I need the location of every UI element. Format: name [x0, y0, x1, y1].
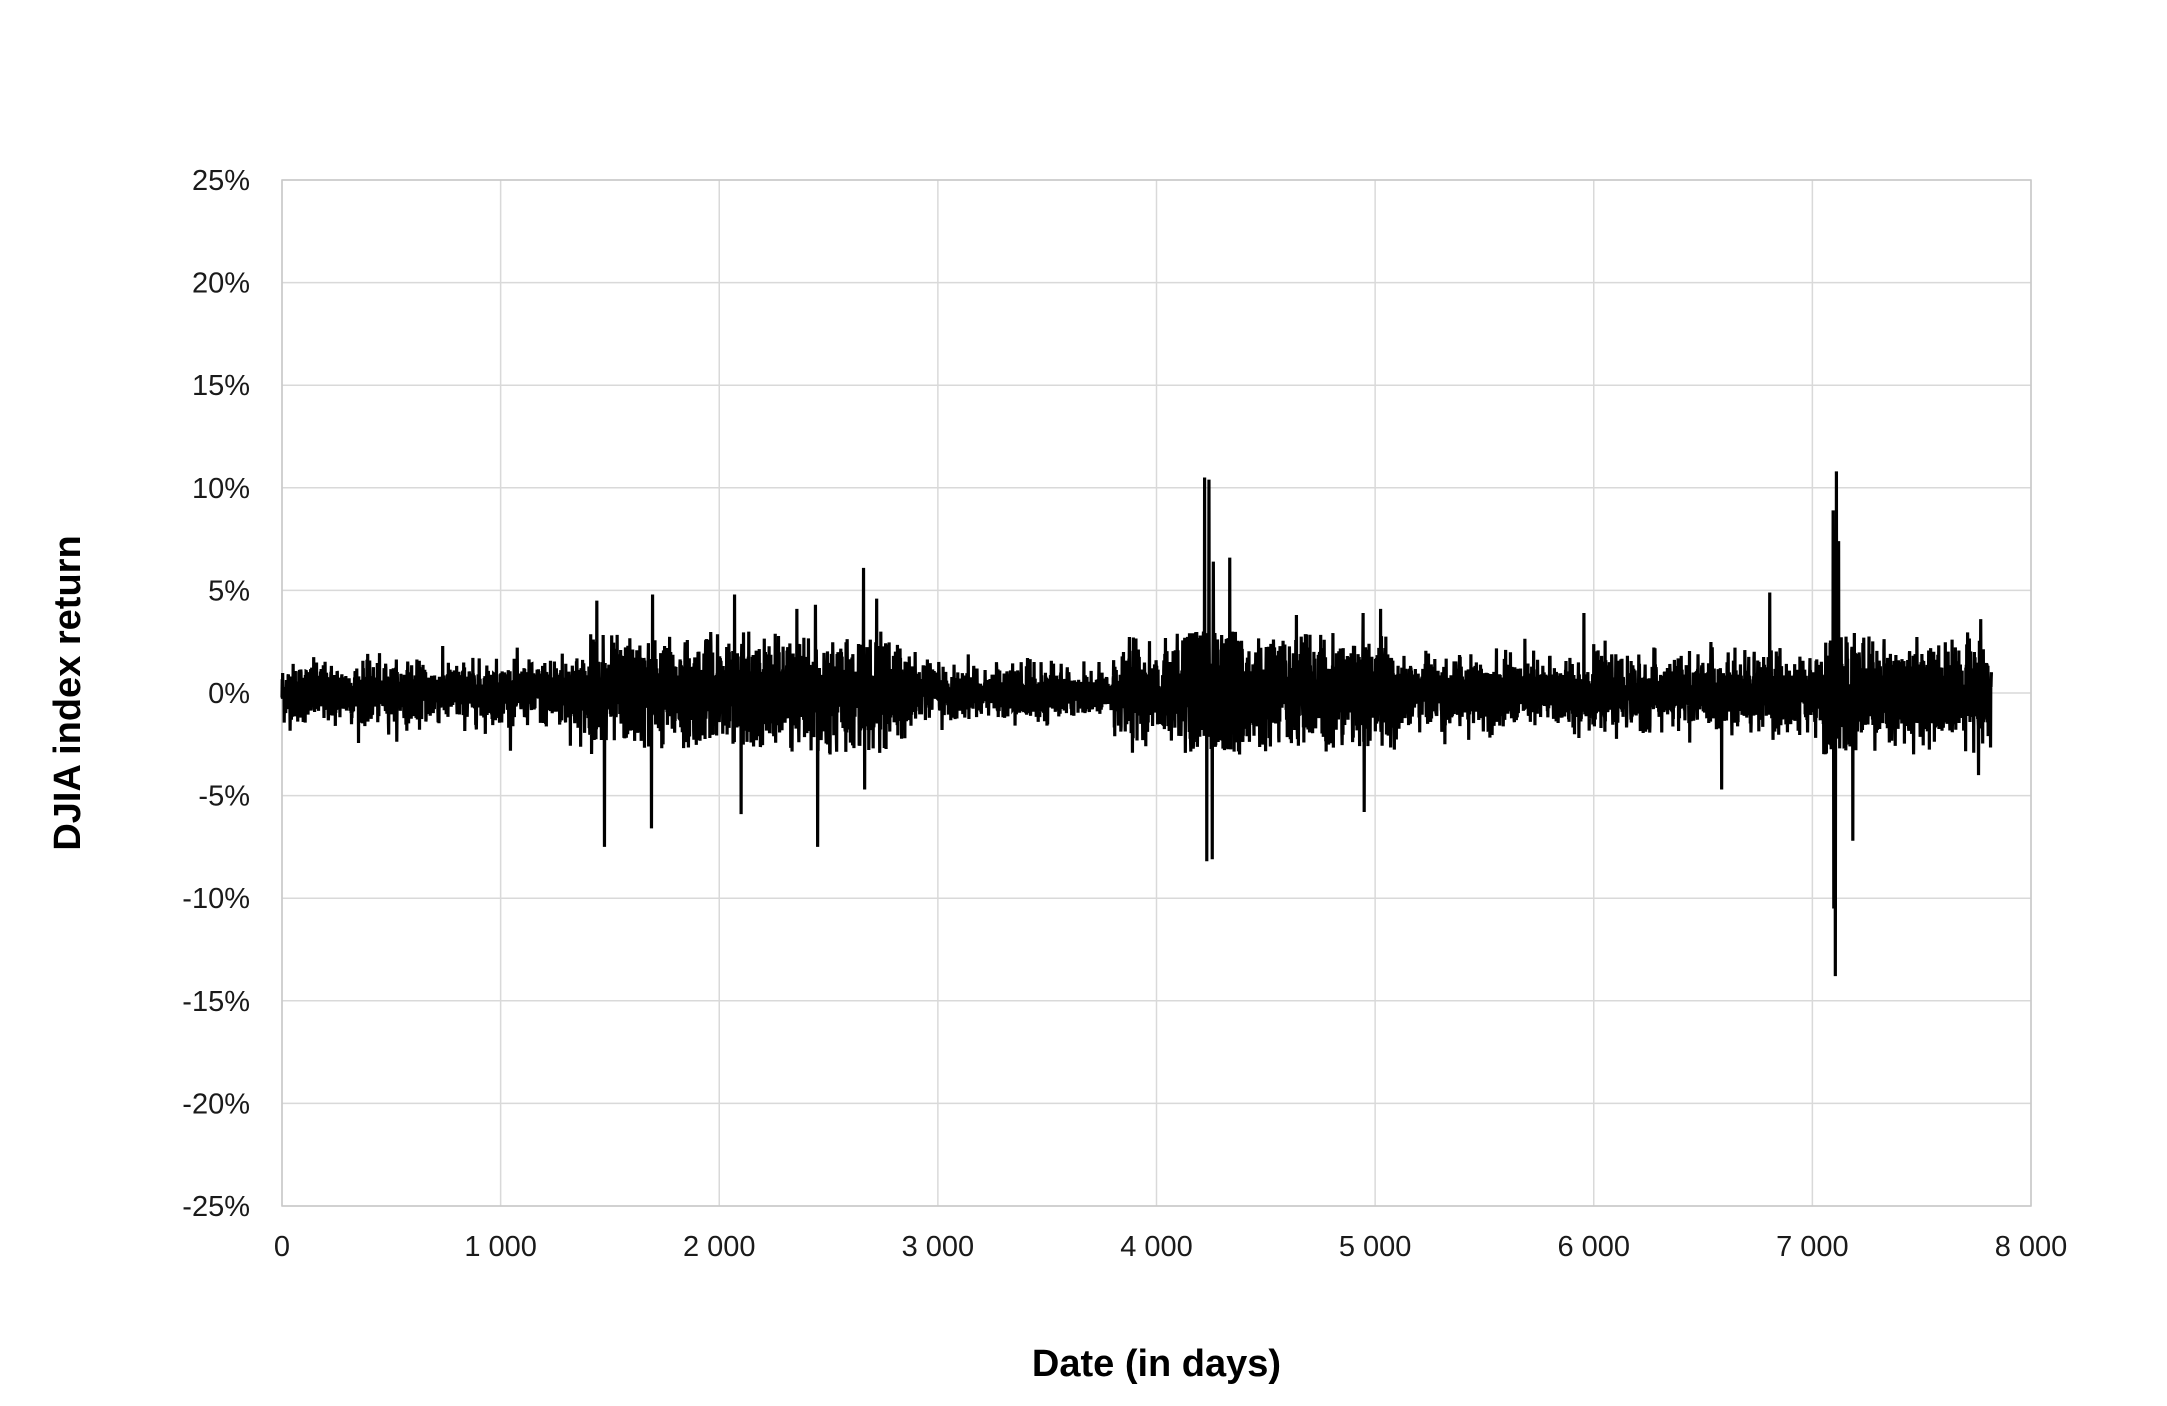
- y-tick-label: -20%: [182, 1088, 250, 1120]
- x-tick-label: 1 000: [464, 1231, 537, 1263]
- x-tick-label: 4 000: [1120, 1231, 1193, 1263]
- y-tick-label: -5%: [198, 781, 250, 813]
- y-tick-label: -10%: [182, 883, 250, 915]
- y-tick-label: -15%: [182, 986, 250, 1018]
- x-tick-label: 2 000: [683, 1231, 756, 1263]
- series-line-djia-return: [280, 471, 1994, 977]
- x-tick-label: 6 000: [1557, 1231, 1630, 1263]
- x-tick-label: 8 000: [1995, 1231, 2068, 1263]
- y-tick-label: -25%: [182, 1191, 250, 1223]
- y-tick-label: 15%: [192, 370, 250, 402]
- x-tick-label: 7 000: [1776, 1231, 1849, 1263]
- x-axis-title: Date (in days): [1032, 1343, 1281, 1385]
- y-axis-title: DJIA index return: [47, 535, 89, 850]
- x-tick-label: 0: [274, 1231, 290, 1263]
- y-tick-label: 0%: [208, 678, 250, 710]
- y-tick-label: 10%: [192, 473, 250, 505]
- y-tick-label: 20%: [192, 268, 250, 300]
- x-tick-label: 5 000: [1339, 1231, 1412, 1263]
- x-axis-ticks: 0 1 000 2 000 3 000 4 000 5 000 6 000 7 000 8 00…: [274, 1231, 2067, 1263]
- y-tick-label: 5%: [208, 575, 250, 607]
- y-axis-ticks: 25% 20% 15% 10% 5% 0% -5% -10% -15% -20% -25%: [182, 165, 250, 1223]
- y-tick-label: 25%: [192, 165, 250, 197]
- x-tick-label: 3 000: [902, 1231, 975, 1263]
- series-layer: [280, 471, 1994, 977]
